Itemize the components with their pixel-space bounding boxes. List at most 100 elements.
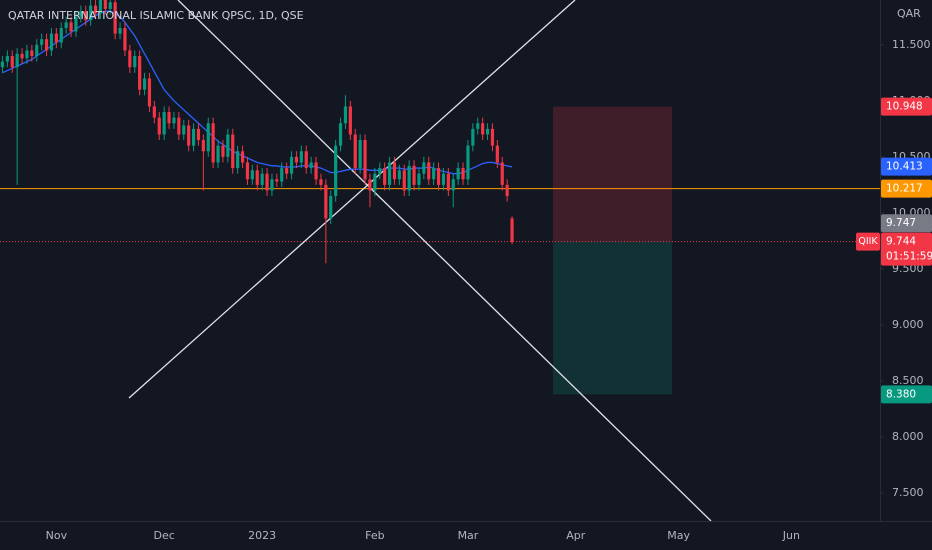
candle-body <box>123 28 127 51</box>
plot-area <box>0 0 880 521</box>
candle-body <box>240 151 245 163</box>
candle-body <box>299 151 303 163</box>
price-tag <box>881 97 932 116</box>
candle-body <box>89 5 93 21</box>
price-tag <box>881 157 932 176</box>
candle-body <box>10 56 14 68</box>
chart-title: QATAR INTERNATIONAL ISLAMIC BANK QPSC, 1… <box>8 9 304 22</box>
candle-body <box>64 22 68 29</box>
candle-body <box>196 128 201 141</box>
stop-zone <box>553 106 672 242</box>
x-tick-label: Feb <box>365 529 384 542</box>
candle-body <box>35 44 39 57</box>
candle-body <box>182 125 186 135</box>
candle-body <box>358 140 362 169</box>
candle-body <box>441 173 446 185</box>
candle-body <box>226 134 230 157</box>
candle-body <box>191 128 196 146</box>
candle-body <box>285 168 289 174</box>
candle-body <box>221 145 225 157</box>
candle-body <box>289 156 294 174</box>
candle-body <box>353 134 357 169</box>
price-tag-label: 9.744 <box>886 236 916 248</box>
price-tag <box>881 385 932 404</box>
candle-body <box>245 162 250 180</box>
y-tick-label: 11.500 <box>892 38 931 51</box>
candle-body <box>466 145 470 180</box>
candle-body <box>59 28 63 43</box>
candle-body <box>93 5 98 14</box>
price-tag-label: 10.948 <box>886 101 923 113</box>
candle-body <box>113 2 117 34</box>
price-tag <box>881 179 932 198</box>
y-tick-label: 8.500 <box>892 374 924 387</box>
candle-body <box>412 165 416 185</box>
y-tick-label: 9.000 <box>892 318 924 331</box>
candle-body <box>338 123 343 146</box>
candle-body <box>133 56 137 68</box>
candle-body <box>142 78 147 90</box>
candle-body <box>79 11 83 17</box>
candle-body <box>201 140 205 152</box>
candle-body <box>265 173 269 191</box>
candle-body <box>172 117 176 124</box>
candle-body <box>108 2 112 9</box>
y-tick-label: 7.500 <box>892 486 924 499</box>
candle-body <box>20 53 24 59</box>
candle-body <box>436 168 441 185</box>
candle-body <box>25 50 29 59</box>
candle-body <box>392 162 397 180</box>
candle-body <box>451 179 455 191</box>
candle-body <box>383 168 387 185</box>
candle-body <box>368 179 372 191</box>
x-tick-label: May <box>667 529 690 542</box>
candle-body <box>417 173 421 185</box>
candle-body <box>495 145 499 163</box>
candle-body <box>500 162 504 185</box>
candle-body <box>476 123 480 129</box>
x-tick-label: Jun <box>782 529 800 542</box>
candle-body <box>162 112 166 135</box>
candle-body <box>319 179 323 185</box>
candle-body <box>255 170 259 185</box>
candle-body <box>294 156 299 163</box>
candle-body <box>250 170 254 180</box>
countdown: 01:51:59 <box>886 251 932 263</box>
candle-body <box>118 28 122 34</box>
candle-body <box>343 106 348 124</box>
price-tag <box>881 232 932 266</box>
candle-body <box>432 168 436 180</box>
candle-body <box>324 184 328 219</box>
candle-body <box>30 50 34 57</box>
candle-body <box>206 123 210 152</box>
candle-body <box>5 56 9 62</box>
x-tick-label: Nov <box>46 529 68 542</box>
candle-body <box>348 106 352 135</box>
price-tag-label: 10.217 <box>886 183 923 195</box>
candle-body <box>147 78 152 107</box>
candle-body <box>505 184 509 197</box>
candle-body <box>270 179 274 191</box>
currency-label: QAR <box>897 7 921 20</box>
candle-body <box>187 125 191 146</box>
x-tick-label: Dec <box>154 529 175 542</box>
candle-body <box>216 145 220 163</box>
x-tick-label: 2023 <box>248 529 276 542</box>
candle-body <box>69 22 73 32</box>
candle-body <box>138 56 142 90</box>
price-tag-label: 10.413 <box>886 161 923 173</box>
y-tick-label: 8.000 <box>892 430 924 443</box>
candle-body <box>387 162 392 185</box>
candle-body <box>103 0 107 9</box>
candle-body <box>211 123 215 163</box>
candle-body <box>84 11 88 21</box>
symbol-tag-label: QIIK <box>858 236 878 247</box>
candle-body <box>456 168 460 180</box>
trend-line <box>128 0 576 399</box>
price-tag-label: 8.380 <box>886 388 916 400</box>
candle-body <box>280 168 284 182</box>
candle-body <box>177 117 181 135</box>
x-tick-label: Mar <box>458 529 479 542</box>
